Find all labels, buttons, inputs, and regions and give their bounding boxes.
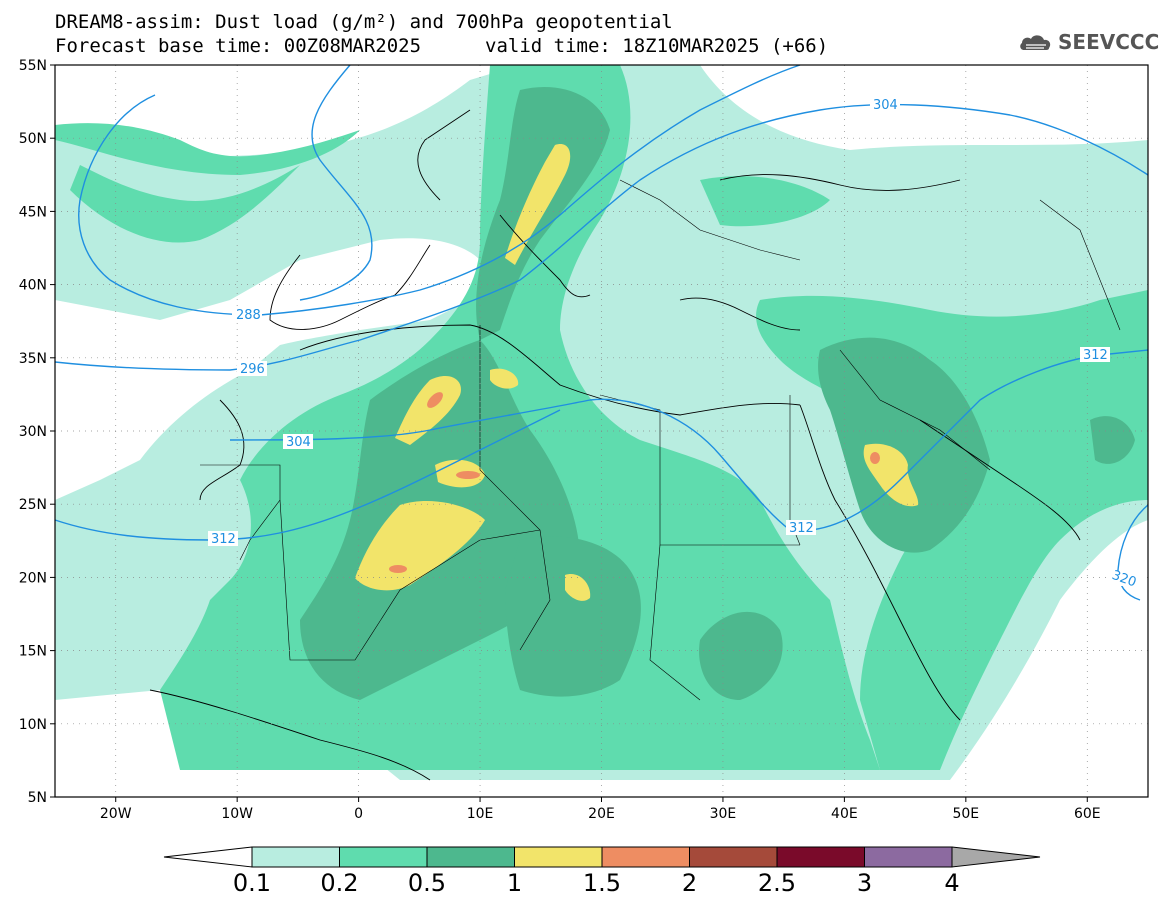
logo-text: SEEVCCC: [1058, 30, 1160, 54]
colorbar-label: 1.5: [583, 869, 621, 897]
coastlines: [149, 109, 1081, 781]
colorbar-label: 2.5: [758, 869, 796, 897]
dust-level-1.5: [389, 392, 880, 573]
contour-labels: 304 288 296 304 312 312 312 320: [208, 97, 1142, 591]
lat-label: 5N: [28, 790, 47, 806]
lat-label: 45N: [19, 204, 47, 220]
contour-label-312-east: 312: [1083, 348, 1108, 363]
lat-label: 15N: [19, 644, 47, 660]
lat-label: 50N: [19, 131, 47, 147]
geopotential-contours: [54, 64, 1149, 601]
colorbar-label: 0.2: [320, 869, 358, 897]
country-borders: [200, 179, 1121, 701]
colorbar-label: 3: [857, 869, 872, 897]
colorbar-box: [251, 846, 340, 868]
colorbar-box: [864, 846, 953, 868]
longitude-labels: 20W 10W 0 10E 20E 30E 40E 50E 60E: [100, 797, 1101, 822]
latitude-labels: 55N 50N 45N 40N 35N 30N 25N 20N 15N 10N 5N: [19, 58, 55, 806]
lon-label: 20E: [588, 806, 615, 822]
contour-label-288: 288: [236, 308, 261, 323]
lon-label: 10W: [221, 806, 253, 822]
cloud-logo-icon: [1020, 35, 1051, 50]
lat-label: 10N: [19, 717, 47, 733]
lon-label: 40E: [831, 806, 858, 822]
colorbar-over-triangle: [951, 846, 1041, 868]
contour-label-304-north: 304: [873, 98, 898, 113]
lat-label: 55N: [19, 58, 47, 74]
lon-label: 10E: [467, 806, 494, 822]
colorbar-label: 1: [507, 869, 522, 897]
colorbar-box: [689, 846, 778, 868]
colorbar-box: [339, 846, 428, 868]
lon-label: 50E: [952, 806, 979, 822]
lon-label: 30E: [710, 806, 737, 822]
lon-label: 20W: [100, 806, 132, 822]
colorbar-under-triangle: [163, 846, 253, 868]
lon-label: 0: [354, 806, 363, 822]
lon-label: 60E: [1074, 806, 1101, 822]
map-grid: [55, 65, 1148, 797]
map-area: 304 288 296 304 312 312 312 320: [54, 64, 1149, 798]
contour-label-312-west: 312: [211, 532, 236, 547]
colorbar-label: 4: [944, 869, 959, 897]
colorbar-label: 0.5: [408, 869, 446, 897]
colorbar-box: [426, 846, 515, 868]
forecast-base-time: Forecast base time: 00Z08MAR2025: [55, 35, 422, 57]
colorbar-label: 2: [682, 869, 697, 897]
lat-label: 30N: [19, 424, 47, 440]
map-title: DREAM8-assim: Dust load (g/m²) and 700hP…: [55, 11, 673, 33]
lat-label: 20N: [19, 570, 47, 586]
contour-label-304-west: 304: [286, 435, 311, 450]
colorbar-box: [514, 846, 603, 868]
colorbar-label: 0.1: [233, 869, 271, 897]
lat-label: 40N: [19, 278, 47, 294]
contour-label-312-arabia: 312: [789, 521, 814, 536]
contour-label-296: 296: [240, 362, 265, 377]
colorbar-box: [601, 846, 690, 868]
colorbar: 0.1 0.2 0.5 1 1.5 2 2.5 3 4: [163, 846, 1041, 897]
lat-label: 25N: [19, 497, 47, 513]
valid-time: valid time: 18Z10MAR2025 (+66): [485, 35, 829, 57]
lat-label: 35N: [19, 351, 47, 367]
colorbar-box: [776, 846, 865, 868]
